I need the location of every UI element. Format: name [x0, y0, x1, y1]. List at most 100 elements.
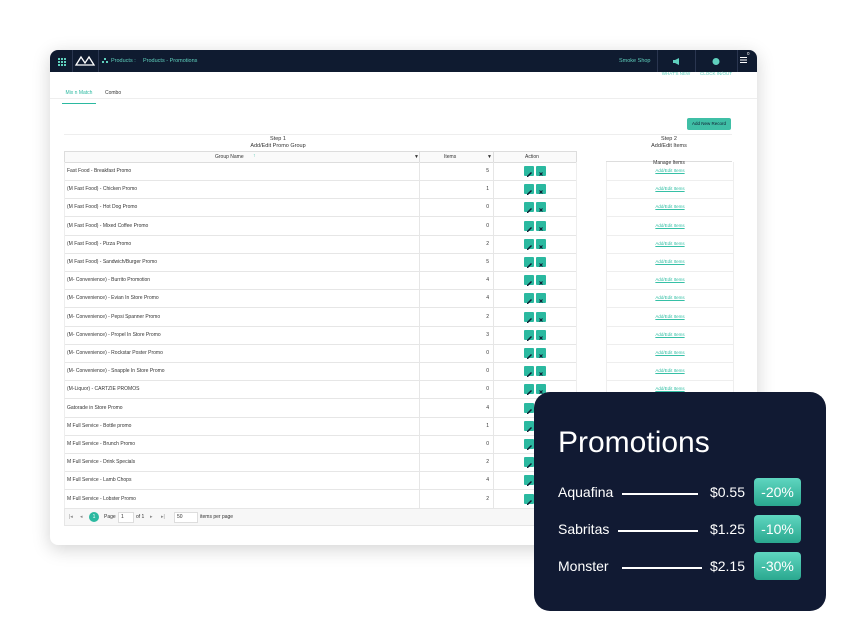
col-divider [493, 325, 494, 344]
x-icon [539, 263, 543, 267]
edit-button[interactable] [524, 384, 534, 396]
logo [74, 55, 96, 66]
edit-button[interactable] [524, 275, 534, 287]
col-divider [493, 234, 494, 253]
edit-button[interactable] [524, 166, 534, 177]
edit-button[interactable] [524, 439, 534, 450]
edit-button[interactable] [524, 457, 534, 469]
col-divider [419, 325, 420, 344]
tab[interactable]: Combo [105, 81, 121, 99]
delete-button[interactable] [536, 329, 546, 340]
delete-button[interactable] [536, 257, 546, 267]
col-divider [419, 380, 420, 399]
pager-next[interactable]: ▸ [150, 514, 153, 520]
col-divider [419, 344, 420, 362]
per-page-label: items per page [200, 514, 234, 520]
divider [657, 50, 658, 72]
table-row: (M- Convenience) - Snapple In Store Prom… [64, 362, 577, 382]
manage-link[interactable]: Add/Edit Items [655, 386, 685, 392]
delete-button[interactable] [536, 366, 546, 377]
manage-link[interactable]: Add/Edit Items [655, 277, 685, 283]
manage-link[interactable]: Add/Edit Items [655, 186, 685, 192]
delete-button[interactable] [536, 238, 546, 249]
x-icon [539, 190, 543, 195]
filter-icon[interactable]: ▼ [414, 154, 419, 160]
manage-cell: Add/Edit Items [606, 216, 734, 236]
pencil-icon [527, 426, 532, 432]
col-divider [493, 471, 494, 490]
manage-link[interactable]: Add/Edit Items [655, 168, 685, 173]
edit-button[interactable] [524, 257, 534, 268]
manage-link[interactable]: Add/Edit Items [655, 204, 685, 210]
edit-button[interactable] [524, 293, 534, 305]
pager-prev[interactable]: ◂ [80, 514, 83, 520]
clock-label: CLOCK IN/OUT [699, 71, 732, 76]
delete-button[interactable] [536, 202, 546, 213]
table-row: Fast Food - Breakfast Promo 5 [64, 162, 577, 181]
col-header: Items [444, 154, 457, 160]
step1-header: Step 1 Add/Edit Promo Group [64, 136, 492, 150]
tab-active[interactable]: Mix n Match [62, 81, 96, 104]
edit-button[interactable] [524, 311, 534, 323]
separator [64, 134, 732, 135]
pager-last[interactable]: ▸| [161, 514, 165, 520]
manage-link[interactable]: Add/Edit Items [655, 331, 685, 337]
delete-button[interactable] [536, 348, 546, 358]
edit-button[interactable] [524, 366, 534, 378]
filter-icon[interactable]: ▼ [487, 154, 492, 160]
apps-button[interactable] [50, 50, 73, 72]
table-row: M Full Service - Brunch Promo 0 [64, 435, 577, 454]
whats-new[interactable]: WHAT'S NEW [658, 53, 694, 76]
pencil-icon [527, 281, 532, 287]
item-count: 3 [486, 331, 489, 338]
manage-link[interactable]: Add/Edit Items [655, 259, 685, 264]
edit-button[interactable] [524, 220, 534, 232]
manage-link[interactable]: Add/Edit Items [655, 313, 685, 319]
pencil-icon [527, 172, 532, 177]
page-size-select[interactable]: 50 [174, 512, 198, 523]
manage-link[interactable]: Add/Edit Items [655, 368, 685, 374]
nav-bar: Products : Products - Promotions Smoke S… [50, 50, 757, 76]
delete-button[interactable] [536, 220, 546, 231]
pager-current[interactable]: 1 [89, 512, 99, 522]
edit-button[interactable] [524, 202, 534, 214]
col-divider [493, 362, 494, 381]
edit-button[interactable] [524, 238, 534, 250]
item-count: 1 [486, 186, 489, 193]
delete-button[interactable] [536, 293, 546, 304]
clock-button[interactable]: CLOCK IN/OUT [696, 53, 736, 76]
store-name[interactable]: Smoke Shop [619, 58, 651, 64]
item-count: 0 [486, 386, 489, 393]
menu-icon[interactable] [740, 56, 748, 64]
megaphone-icon [673, 58, 679, 65]
delete-button[interactable] [536, 184, 546, 195]
manage-cell: Add/Edit Items [606, 162, 734, 181]
delete-button[interactable] [536, 311, 546, 322]
delete-button[interactable] [536, 166, 546, 176]
group-name: (M- Convenience) - Snapple In Store Prom… [67, 368, 165, 375]
manage-link[interactable]: Add/Edit Items [655, 240, 685, 246]
edit-button[interactable] [524, 493, 534, 505]
manage-link[interactable]: Add/Edit Items [655, 350, 685, 355]
tab-label: Combo [105, 90, 122, 96]
edit-button[interactable] [524, 420, 534, 432]
edit-button[interactable] [524, 402, 534, 414]
table-row: (M- Convenience) - Rockstar Poster Promo… [64, 344, 577, 363]
pager-input[interactable]: 1 [118, 512, 134, 523]
edit-button[interactable] [524, 348, 534, 359]
col-header: Manage Items [653, 160, 685, 166]
col-divider [419, 271, 420, 290]
edit-button[interactable] [524, 329, 534, 341]
breadcrumb-root[interactable]: Products : [111, 58, 136, 64]
delete-button[interactable] [536, 275, 546, 286]
step2-step: Step 2 [661, 136, 677, 142]
pager-first[interactable]: |◂ [69, 514, 73, 520]
manage-link[interactable]: Add/Edit Items [655, 222, 685, 228]
add-new-button[interactable]: Add New Record [687, 118, 731, 130]
col-divider [419, 198, 420, 217]
edit-button[interactable] [524, 184, 534, 196]
edit-button[interactable] [524, 475, 534, 487]
col-header[interactable]: Group Name [215, 154, 244, 160]
manage-link[interactable]: Add/Edit Items [655, 295, 685, 301]
item-count: 4 [486, 277, 489, 284]
